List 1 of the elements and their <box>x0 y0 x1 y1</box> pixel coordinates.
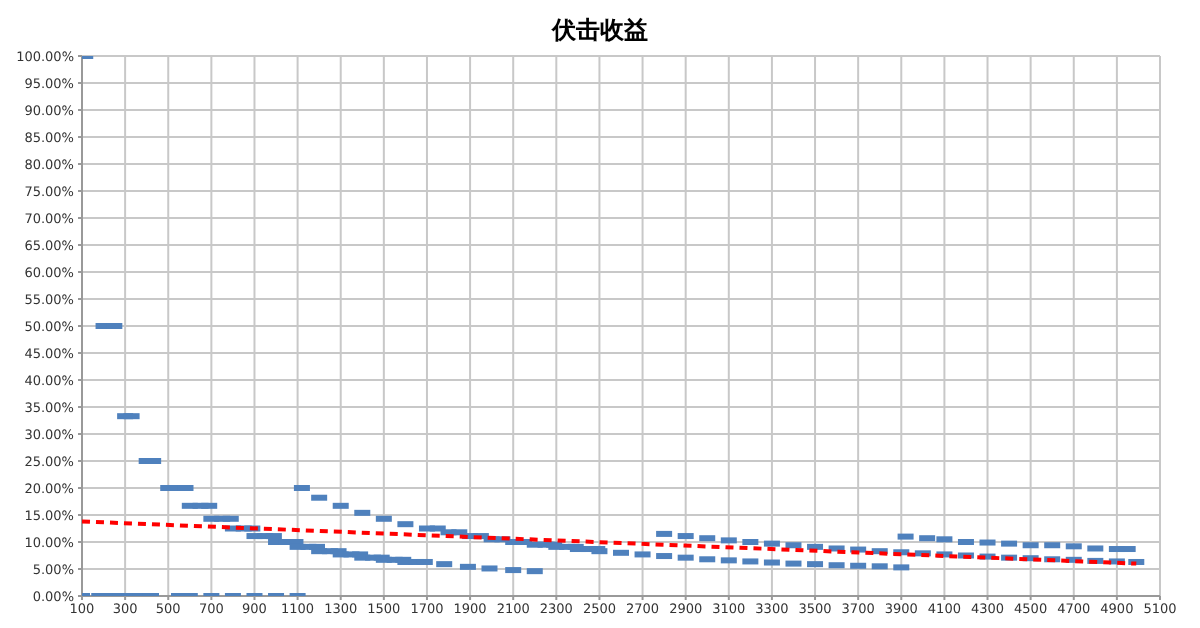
chart-title: 伏击收益 <box>549 16 650 44</box>
